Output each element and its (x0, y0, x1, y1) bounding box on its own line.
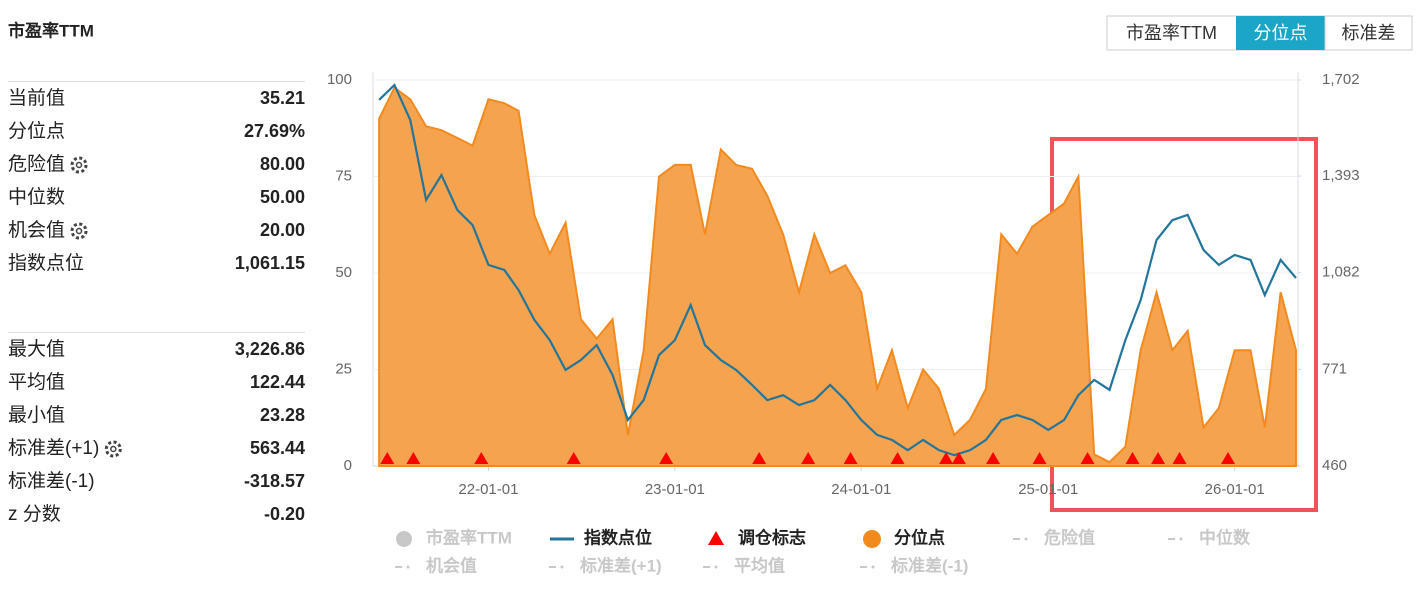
x-tick-label: 22-01-01 (458, 481, 518, 498)
rebalance-marker (801, 452, 816, 464)
x-tick-label: 25-01-01 (1018, 481, 1078, 498)
rebalance-marker (1080, 452, 1095, 464)
stat-label: 当前值 (8, 87, 65, 109)
stat-label: 标准差(+1) (8, 437, 99, 459)
legend-label[interactable]: 机会值 (426, 555, 477, 575)
rebalance-marker (380, 452, 395, 464)
gear-icon-hole (75, 161, 83, 169)
stat-value: 50.00 (260, 187, 305, 207)
legend-symbol (560, 565, 564, 569)
legend-symbol[interactable] (708, 531, 724, 545)
gear-icon[interactable] (104, 440, 122, 458)
y-tick-label: 100 (327, 71, 352, 88)
gear-icon-hole (75, 227, 83, 235)
stat-value: 3,226.86 (235, 339, 305, 359)
rebalance-marker (843, 452, 858, 464)
legend-label[interactable]: 调仓标志 (738, 527, 806, 547)
stat-value: 35.21 (260, 88, 305, 108)
rebalance-marker (1221, 452, 1236, 464)
rebalance-marker (1125, 452, 1140, 464)
percentile-area (378, 86, 1297, 467)
stat-value: 122.44 (250, 372, 305, 392)
legend-symbol[interactable] (863, 530, 881, 548)
stat-label: 机会值 (8, 219, 65, 241)
stat-value: -0.20 (264, 504, 305, 524)
stat-value: 80.00 (260, 154, 305, 174)
x-tick-label: 23-01-01 (645, 481, 705, 498)
tab[interactable]: 市盈率TTM (1126, 23, 1217, 43)
stat-label: 中位数 (8, 186, 65, 208)
rebalance-marker (1032, 452, 1047, 464)
stat-label: 分位点 (8, 120, 65, 142)
y-tick-label: 50 (335, 264, 352, 281)
legend-label[interactable]: 标准差(-1) (891, 555, 968, 575)
y-tick-label: 75 (335, 167, 352, 184)
legend-label[interactable]: 标准差(+1) (580, 555, 662, 575)
rebalance-marker (566, 452, 581, 464)
legend-symbol (871, 565, 875, 569)
legend-label[interactable]: 危险值 (1043, 527, 1095, 547)
tab-active[interactable] (1236, 16, 1325, 50)
y-tick-label: 0 (344, 457, 352, 474)
panel-title: 市盈率TTM (8, 20, 94, 40)
y2-tick-label: 771 (1322, 360, 1347, 377)
rebalance-marker (986, 452, 1001, 464)
stat-label: 最大值 (8, 338, 65, 360)
stat-value: 27.69% (244, 121, 305, 141)
tab[interactable]: 分位点 (1254, 23, 1308, 43)
legend-label[interactable]: 中位数 (1199, 527, 1251, 547)
gear-icon[interactable] (70, 156, 88, 174)
gear-icon-hole (110, 445, 117, 453)
y2-tick-label: 460 (1322, 457, 1347, 474)
rebalance-marker (1151, 452, 1166, 464)
legend-label[interactable]: 分位点 (894, 527, 945, 547)
index-line (378, 83, 1297, 457)
rebalance-marker (890, 452, 905, 464)
legend-symbol (1179, 537, 1183, 541)
legend-symbol (714, 565, 718, 569)
rebalance-marker (659, 452, 674, 464)
stat-label: 最小值 (8, 404, 65, 426)
rebalance-marker (951, 452, 966, 464)
stat-label: 平均值 (8, 371, 65, 393)
legend-label[interactable]: 市盈率TTM (426, 527, 512, 547)
x-tick-label: 26-01-01 (1205, 481, 1265, 498)
stat-value: 1,061.15 (235, 253, 305, 273)
x-tick-label: 24-01-01 (831, 481, 891, 498)
stat-value: 23.28 (260, 405, 305, 425)
y2-tick-label: 1,082 (1322, 264, 1360, 281)
stat-value: 563.44 (250, 438, 305, 458)
tab[interactable]: 标准差 (1342, 23, 1396, 43)
stat-label: 危险值 (8, 153, 65, 175)
gear-icon[interactable] (70, 222, 88, 240)
y-tick-label: 25 (335, 360, 352, 377)
stat-label: 标准差(-1) (8, 470, 95, 492)
stat-value: -318.57 (244, 471, 305, 491)
rebalance-marker (752, 452, 767, 464)
stat-label: z 分数 (8, 503, 61, 525)
legend-symbol (406, 565, 410, 569)
rebalance-marker (406, 452, 421, 464)
y2-tick-label: 1,702 (1322, 71, 1360, 88)
legend-symbol (1024, 537, 1028, 541)
stat-value: 20.00 (260, 220, 305, 240)
stat-label: 指数点位 (8, 252, 84, 274)
rebalance-marker (1172, 452, 1187, 464)
rebalance-marker (474, 452, 489, 464)
legend-label[interactable]: 指数点位 (584, 527, 652, 547)
rebalance-marker (939, 452, 954, 464)
legend-symbol[interactable] (396, 531, 412, 547)
y2-tick-label: 1,393 (1322, 167, 1360, 184)
legend-label[interactable]: 平均值 (734, 555, 785, 575)
